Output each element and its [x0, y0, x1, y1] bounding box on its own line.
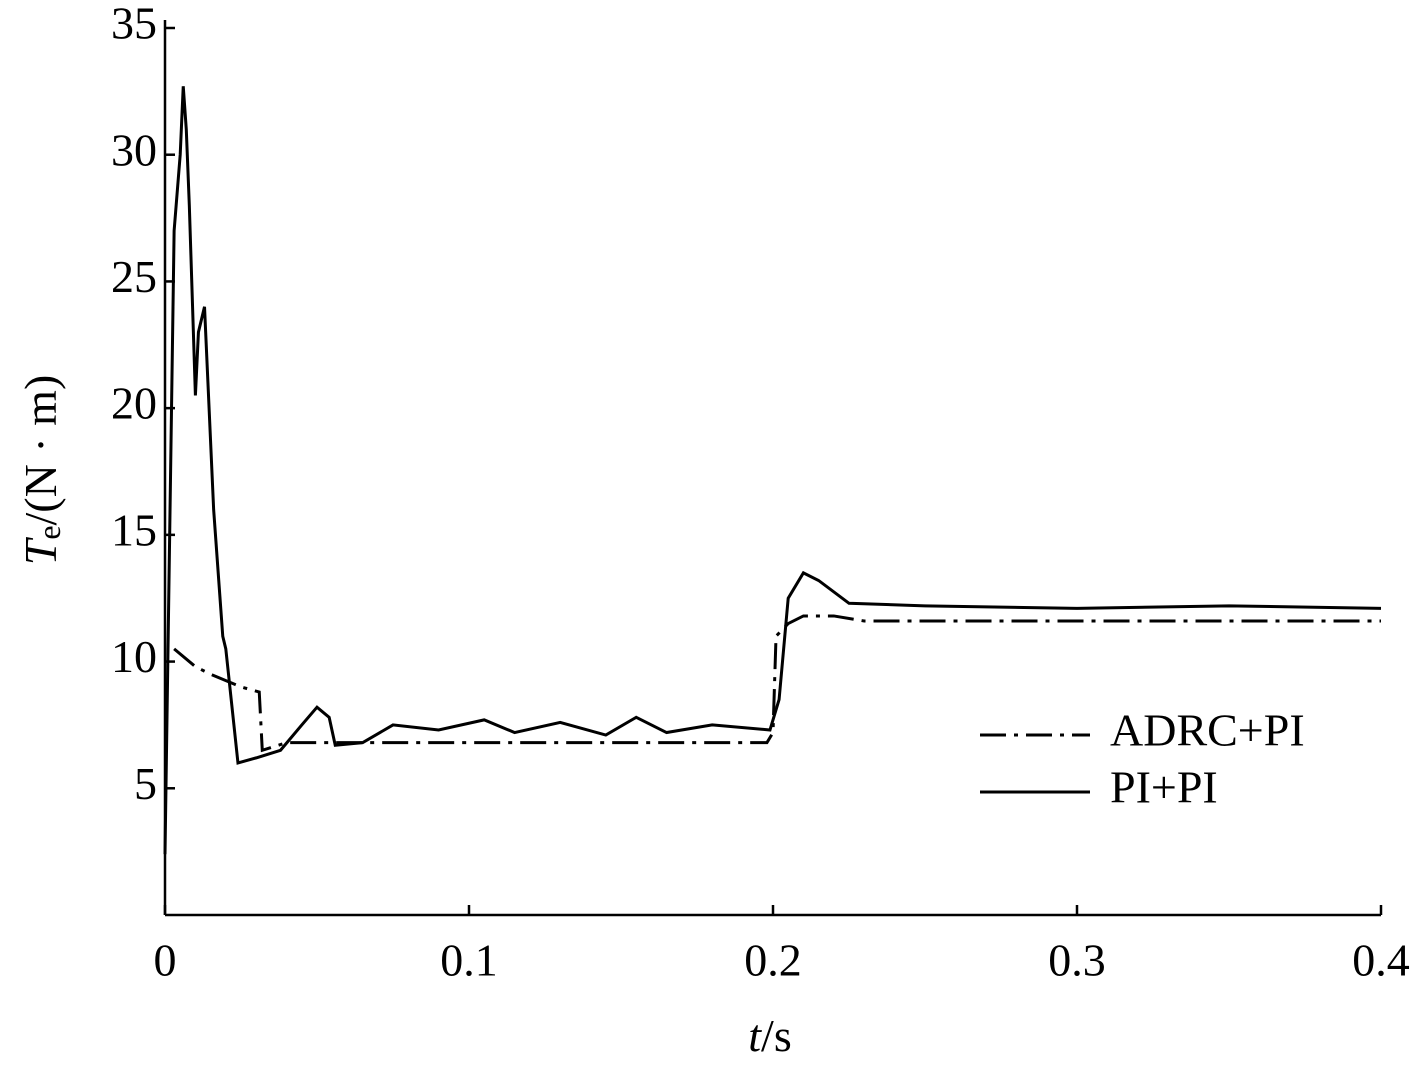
x-label-unit: /s [761, 1010, 792, 1061]
y-tick-label: 35 [111, 0, 157, 49]
x-label-symbol: t [748, 1010, 762, 1061]
y-tick-label: 5 [134, 758, 157, 809]
legend-label: PI+PI [1110, 762, 1218, 813]
line-series [173, 614, 1381, 753]
line-series [163, 86, 1382, 855]
x-tick-label: 0.1 [440, 935, 498, 986]
x-tick-label: 0 [154, 935, 177, 986]
x-axis-label: t/s [748, 1010, 791, 1061]
x-tick-label: 0.3 [1048, 935, 1106, 986]
y-tick-label: 30 [111, 124, 157, 175]
legend-label: ADRC+PI [1110, 705, 1305, 756]
y-label-symbol: T [15, 536, 66, 565]
y-label-subscript: e [31, 525, 67, 539]
y-tick-label: 20 [111, 378, 157, 429]
y-tick-label: 15 [111, 504, 157, 555]
y-tick-label: 10 [111, 631, 157, 682]
y-label-unit: /(N · m) [15, 375, 66, 526]
x-tick-label: 0.4 [1352, 935, 1410, 986]
y-axis-label: Te/(N · m) [15, 375, 68, 566]
y-tick-label: 25 [111, 251, 157, 302]
x-tick-label: 0.2 [744, 935, 802, 986]
